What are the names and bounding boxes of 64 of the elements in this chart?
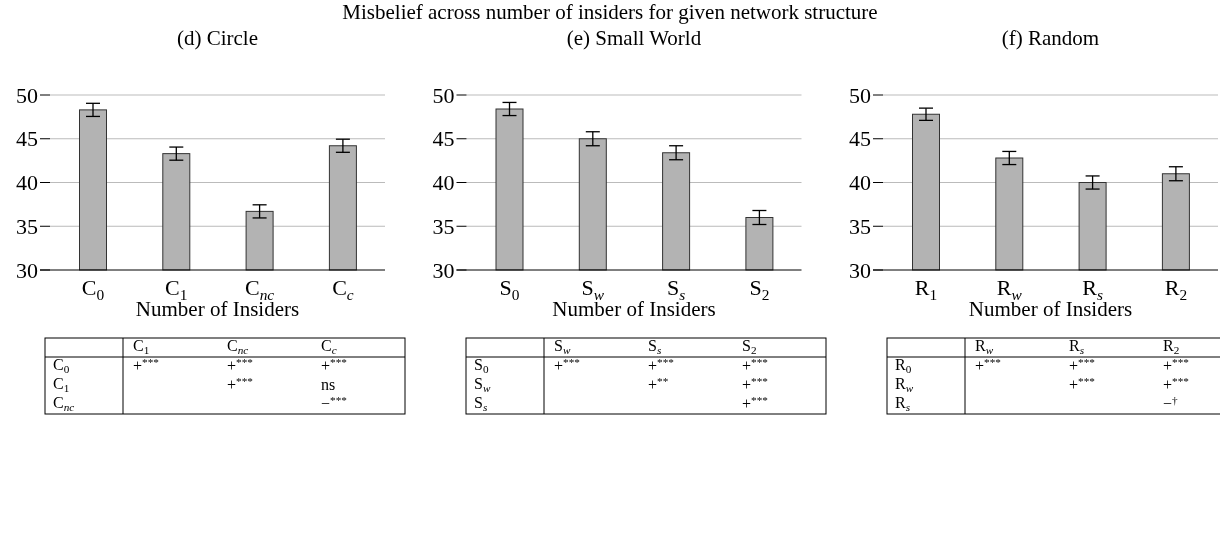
y-tick-label: 35 [432,213,455,239]
text: +$^{***}$ [227,375,253,393]
text: +$^{***}$ [321,356,347,374]
text: −$^{†}$ [1163,394,1178,412]
chart-subtitle: (e) Small World [566,26,702,50]
category-label: R$_{w}$ [975,337,994,357]
category-label: R$_{w}$ [895,375,914,395]
category-label: C$_{c}$ [321,337,337,357]
category-label: R$_{0}$ [895,356,912,376]
category-label: S$_{0}$ [474,356,489,376]
y-tick-label: 45 [16,126,38,152]
category-label: S$_{s}$ [474,394,488,414]
x-tick-label: R$_{s}$ [1082,275,1103,303]
y-tick-label: 30 [432,257,455,283]
text: +$^{**}$ [648,375,669,393]
category-label: C$_{1}$ [133,337,150,357]
category-label: S$_{w}$ [554,337,571,357]
x-tick-label: R$_{1}$ [914,275,938,303]
category-label: S$_{s}$ [648,337,662,357]
x-tick-label: S$_{0}$ [499,275,520,303]
text: +$^{***}$ [742,375,768,393]
y-tick-label: 35 [16,213,38,239]
y-tick-label: 40 [432,170,455,196]
category-label: R$_{s}$ [895,394,911,414]
y-tick-label: 50 [849,82,871,108]
text: +$^{***}$ [742,394,768,412]
x-tick-label: S$_{s}$ [666,275,686,303]
category-label: C$_{nc}$ [53,394,75,414]
text: +$^{***}$ [1163,375,1189,393]
chart-subtitle: (f) Random [1001,26,1100,50]
category-label: S$_{w}$ [474,375,491,395]
y-tick-label: 50 [432,82,455,108]
x-tick-label: C$_{c}$ [332,275,354,303]
chart-subtitle: (d) Circle [176,26,259,50]
y-tick-label: 40 [849,170,871,196]
category-label: C$_{0}$ [53,356,70,376]
text: ns [321,376,336,393]
text: +$^{***}$ [975,356,1001,374]
y-tick-label: 40 [16,170,38,196]
text: +$^{***}$ [1163,356,1189,374]
y-tick-label: 35 [849,213,871,239]
y-tick-label: 45 [849,126,871,152]
text: +$^{***}$ [742,356,768,374]
category-label: R$_{s}$ [1069,337,1085,357]
text: +$^{***}$ [648,356,674,374]
text: Misbelief across number of insiders for given network structure [342,0,878,24]
text: +$^{***}$ [227,356,253,374]
x-tick-label: R$_{2}$ [1164,275,1188,303]
x-tick-label: C$_{0}$ [81,275,105,303]
text: −$^{***}$ [321,394,347,412]
x-tick-label: S$_{2}$ [749,275,770,303]
y-tick-label: 45 [432,126,455,152]
category-label: C$_{1}$ [53,375,70,395]
y-tick-label: 30 [16,257,38,283]
y-tick-label: 30 [849,257,871,283]
y-tick-label: 50 [16,82,38,108]
text: +$^{***}$ [133,356,159,374]
category-label: S$_{2}$ [742,337,757,357]
text: +$^{***}$ [1069,356,1095,374]
text: +$^{***}$ [1069,375,1095,393]
category-label: R$_{2}$ [1163,337,1180,357]
text: +$^{***}$ [554,356,580,374]
x-tick-label: C$_{nc}$ [244,275,275,303]
category-label: C$_{nc}$ [227,337,249,357]
